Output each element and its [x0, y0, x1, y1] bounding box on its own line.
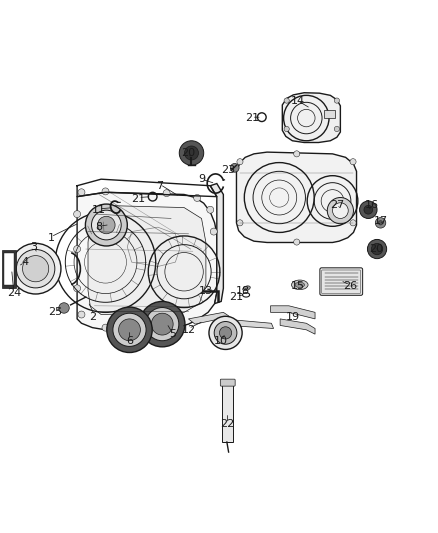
Text: 25: 25 — [48, 308, 62, 317]
Polygon shape — [237, 152, 357, 243]
Circle shape — [293, 239, 300, 245]
Text: 20: 20 — [181, 148, 195, 158]
Circle shape — [375, 217, 386, 228]
Text: 16: 16 — [365, 200, 379, 211]
Ellipse shape — [295, 282, 304, 287]
Circle shape — [78, 311, 85, 318]
Circle shape — [237, 220, 243, 226]
Polygon shape — [324, 110, 335, 118]
Circle shape — [92, 210, 121, 240]
Polygon shape — [2, 250, 16, 288]
Polygon shape — [271, 306, 315, 319]
Circle shape — [214, 321, 237, 344]
Circle shape — [22, 256, 49, 282]
Circle shape — [167, 323, 174, 330]
Polygon shape — [188, 312, 230, 324]
Circle shape — [107, 307, 152, 352]
Circle shape — [237, 159, 243, 165]
Circle shape — [371, 244, 383, 255]
Polygon shape — [283, 93, 340, 142]
Polygon shape — [4, 253, 14, 285]
Circle shape — [74, 285, 81, 292]
Circle shape — [360, 201, 377, 219]
Circle shape — [85, 204, 127, 246]
Circle shape — [179, 141, 204, 165]
Text: 15: 15 — [290, 281, 304, 291]
Text: 11: 11 — [92, 205, 106, 215]
Circle shape — [146, 308, 179, 341]
Circle shape — [140, 302, 185, 347]
Circle shape — [113, 313, 146, 346]
Text: 21: 21 — [245, 113, 259, 123]
Polygon shape — [280, 319, 315, 334]
Text: 4: 4 — [21, 257, 28, 267]
Text: 2: 2 — [89, 312, 96, 322]
Text: 9: 9 — [198, 174, 205, 184]
Text: 13: 13 — [199, 286, 213, 295]
FancyBboxPatch shape — [220, 379, 235, 386]
Circle shape — [332, 203, 348, 219]
Text: 21: 21 — [131, 194, 145, 204]
Text: 6: 6 — [126, 336, 133, 346]
Text: 17: 17 — [374, 216, 388, 225]
Circle shape — [194, 195, 201, 201]
Text: 3: 3 — [30, 242, 37, 252]
Circle shape — [102, 188, 109, 195]
Circle shape — [350, 220, 356, 226]
Circle shape — [378, 221, 383, 225]
Circle shape — [219, 327, 232, 339]
Circle shape — [78, 189, 85, 196]
Text: 10: 10 — [214, 336, 228, 346]
Text: 21: 21 — [230, 292, 244, 302]
Circle shape — [364, 205, 373, 214]
Circle shape — [119, 319, 141, 341]
Circle shape — [284, 126, 289, 132]
Circle shape — [334, 126, 339, 132]
Text: 27: 27 — [330, 200, 344, 211]
Circle shape — [207, 206, 214, 213]
Text: 18: 18 — [236, 286, 250, 295]
Text: 1: 1 — [47, 233, 54, 243]
Circle shape — [334, 98, 339, 103]
Polygon shape — [210, 183, 223, 304]
Circle shape — [209, 316, 242, 350]
Polygon shape — [222, 382, 233, 442]
Text: 19: 19 — [286, 312, 300, 322]
Circle shape — [74, 211, 81, 217]
Circle shape — [151, 313, 173, 335]
Ellipse shape — [243, 286, 250, 291]
Text: 26: 26 — [343, 281, 357, 291]
Circle shape — [230, 164, 239, 172]
Ellipse shape — [291, 280, 308, 289]
Circle shape — [350, 159, 356, 165]
Text: 22: 22 — [221, 419, 235, 429]
Text: 8: 8 — [95, 222, 102, 232]
Circle shape — [367, 239, 387, 259]
Text: 23: 23 — [221, 165, 235, 175]
FancyBboxPatch shape — [320, 268, 363, 295]
Circle shape — [98, 216, 115, 234]
Polygon shape — [232, 320, 274, 328]
Text: 7: 7 — [156, 181, 164, 191]
Circle shape — [74, 246, 81, 253]
Circle shape — [59, 303, 69, 313]
Polygon shape — [77, 192, 217, 330]
Polygon shape — [88, 205, 206, 314]
Circle shape — [327, 198, 353, 224]
Text: 20: 20 — [369, 244, 383, 254]
Circle shape — [293, 151, 300, 157]
Text: 12: 12 — [181, 325, 195, 335]
Circle shape — [163, 190, 170, 197]
Circle shape — [184, 146, 198, 160]
Circle shape — [102, 324, 109, 331]
Text: 24: 24 — [7, 288, 21, 298]
Circle shape — [16, 249, 55, 288]
Circle shape — [284, 98, 289, 103]
Circle shape — [210, 228, 217, 235]
Text: 5: 5 — [170, 329, 177, 339]
Text: 14: 14 — [290, 95, 305, 106]
Circle shape — [11, 244, 61, 294]
